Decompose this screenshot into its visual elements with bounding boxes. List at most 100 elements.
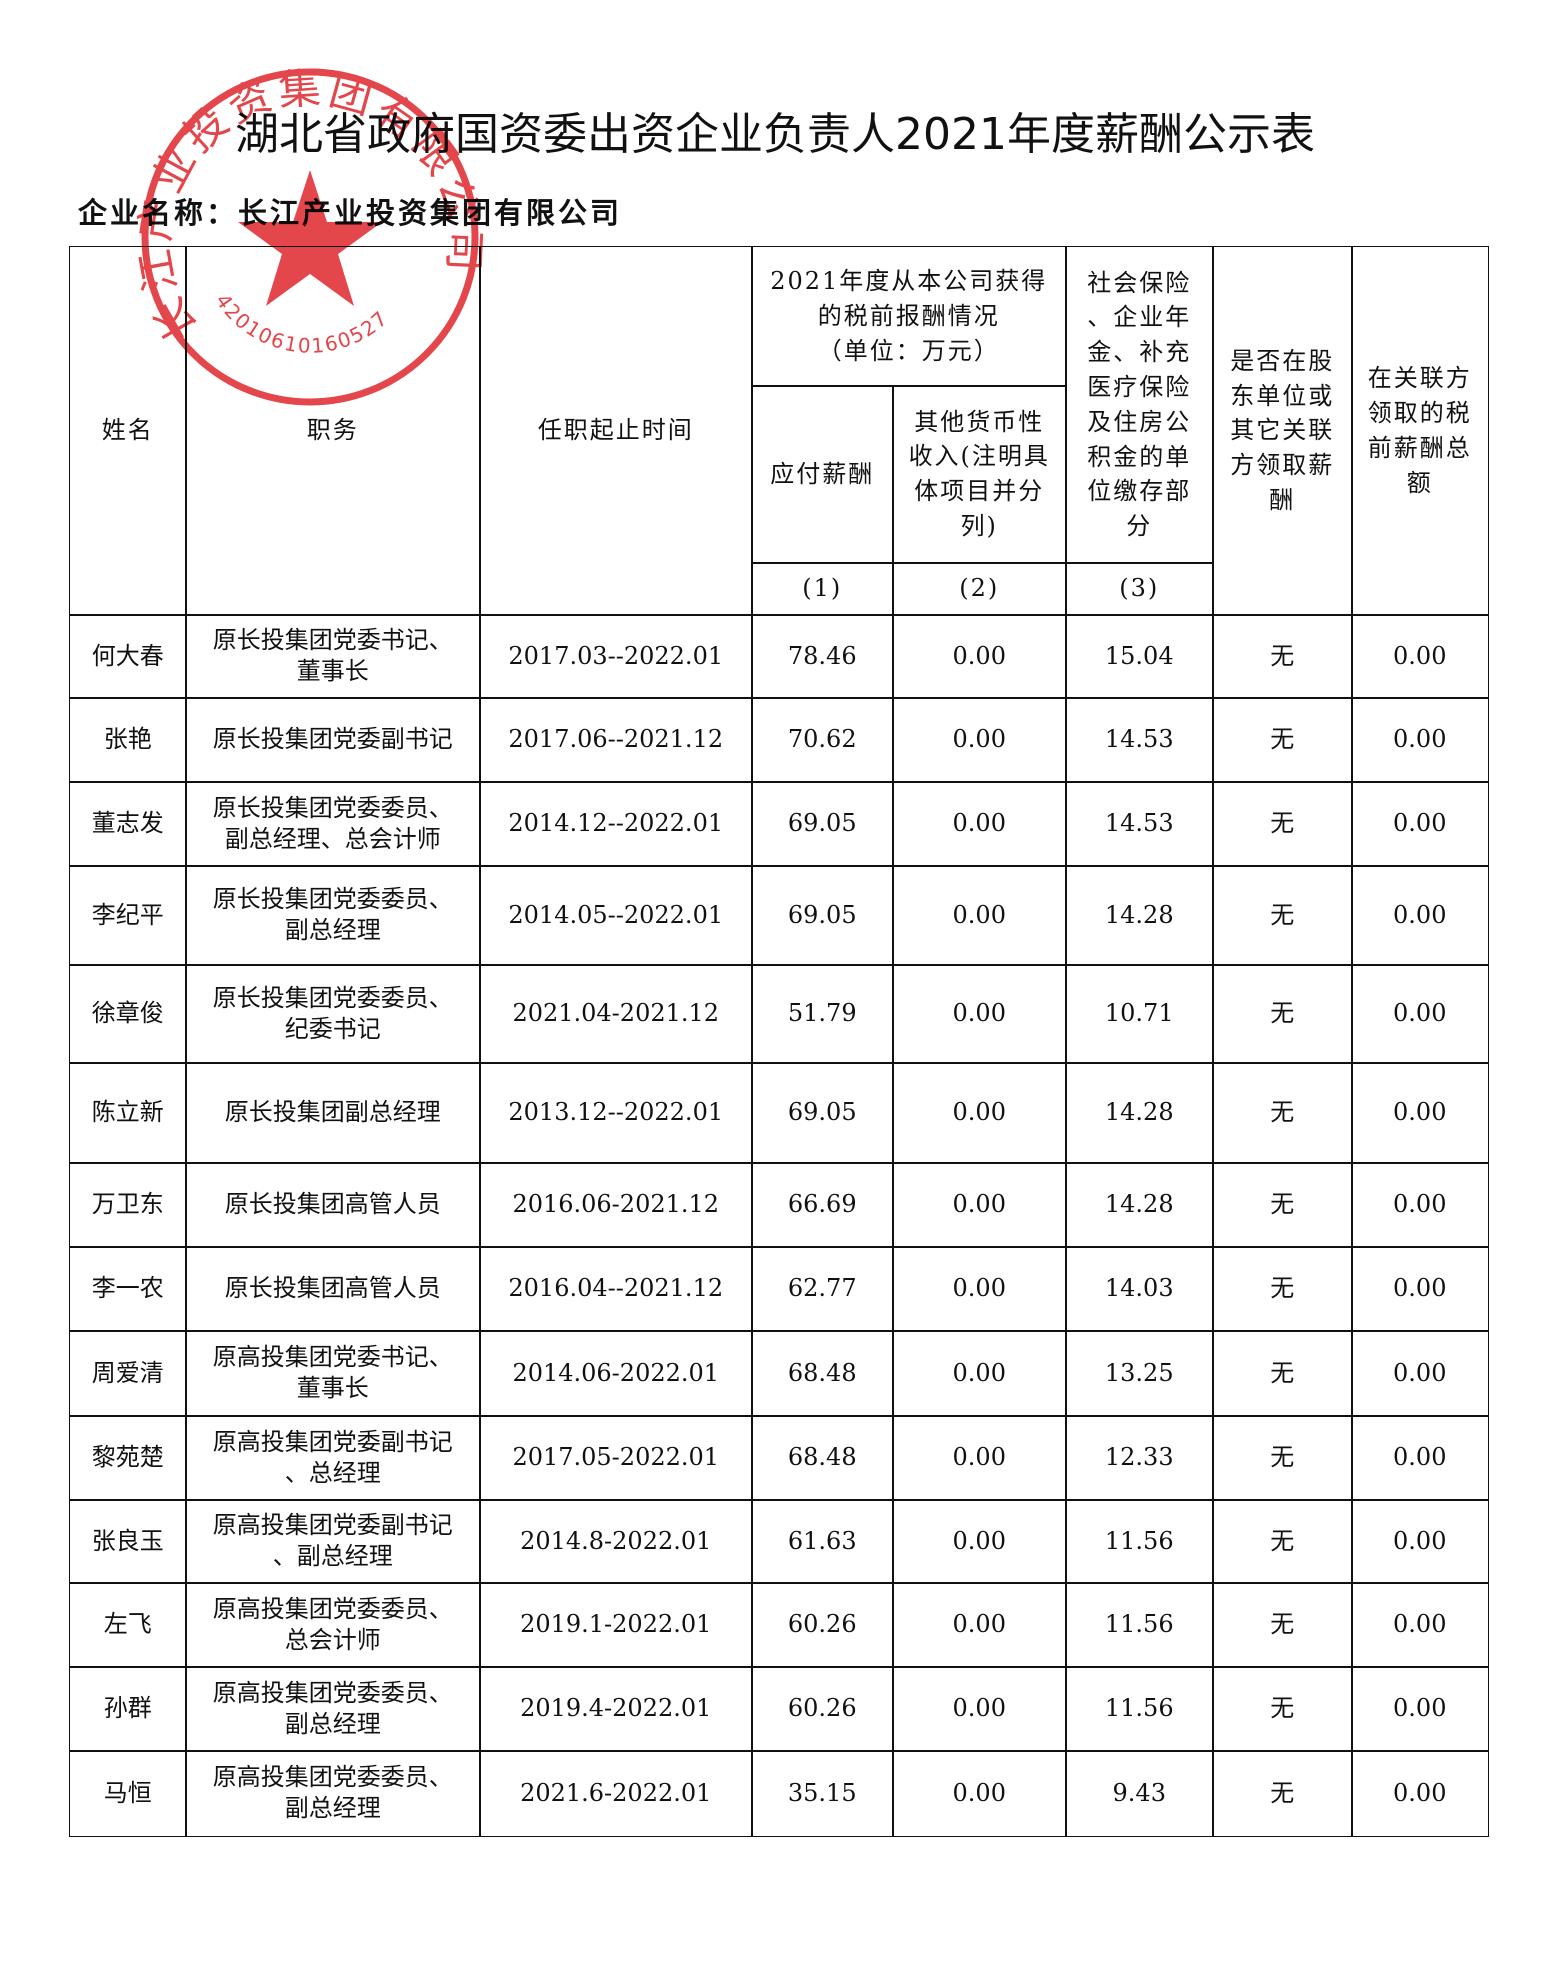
table-cell: 2021.6-2022.01 [479, 1750, 753, 1837]
table-cell: 无 [1212, 964, 1353, 1064]
table-cell: 孙群 [69, 1666, 187, 1752]
header-cell: 姓名 [69, 246, 187, 616]
stamp-code: 42010610160527 [211, 289, 392, 358]
header-cell: 2021年度从本公司获得 的税前报酬情况 （单位：万元） [751, 246, 1067, 387]
table-cell: 李一农 [69, 1246, 187, 1332]
table-cell: 2014.05--2022.01 [479, 865, 753, 966]
table-cell: 60.26 [751, 1582, 894, 1668]
table-cell: 无 [1212, 697, 1353, 783]
table-cell: 2017.05-2022.01 [479, 1415, 753, 1501]
table-cell: 0.00 [1351, 614, 1489, 699]
table-cell: 0.00 [1351, 964, 1489, 1064]
table-cell: 0.00 [1351, 1582, 1489, 1668]
table-cell: 61.63 [751, 1499, 894, 1584]
table-cell: 14.03 [1065, 1246, 1214, 1332]
table-cell: 无 [1212, 1499, 1353, 1584]
table-cell: 0.00 [892, 1330, 1067, 1417]
table-cell: 0.00 [1351, 1415, 1489, 1501]
table-cell: 无 [1212, 781, 1353, 867]
table-cell: 无 [1212, 1162, 1353, 1248]
table-cell: 0.00 [892, 1162, 1067, 1248]
table-cell: 何大春 [69, 614, 187, 699]
table-cell: 0.00 [892, 697, 1067, 783]
index-cell: (3) [1065, 562, 1214, 616]
index-cell: (1) [751, 562, 894, 616]
table-cell: 原高投集团党委委员、 副总经理 [185, 1666, 481, 1752]
table-cell: 69.05 [751, 865, 894, 966]
stamp-star [238, 170, 382, 306]
table-cell: 60.26 [751, 1666, 894, 1752]
header-cell: 应付薪酬 [751, 385, 894, 564]
table-cell: 11.56 [1065, 1666, 1214, 1752]
table-cell: 0.00 [892, 1499, 1067, 1584]
table-cell: 0.00 [892, 1062, 1067, 1164]
header-cell: 是否在股 东单位或 其它关联 方领取薪 酬 [1212, 246, 1353, 616]
table-cell: 黎苑楚 [69, 1415, 187, 1501]
table-cell: 无 [1212, 865, 1353, 966]
table-cell: 2019.1-2022.01 [479, 1582, 753, 1668]
table-cell: 0.00 [1351, 865, 1489, 966]
table-cell: 35.15 [751, 1750, 894, 1837]
table-cell: 0.00 [1351, 697, 1489, 783]
table-cell: 2019.4-2022.01 [479, 1666, 753, 1752]
table-cell: 0.00 [1351, 1499, 1489, 1584]
table-cell: 张良玉 [69, 1499, 187, 1584]
table-cell: 0.00 [1351, 1750, 1489, 1837]
table-cell: 0.00 [1351, 1666, 1489, 1752]
table-cell: 张艳 [69, 697, 187, 783]
table-cell: 0.00 [892, 1246, 1067, 1332]
table-cell: 原长投集团党委副书记 [185, 697, 481, 783]
table-cell: 李纪平 [69, 865, 187, 966]
table-cell: 无 [1212, 1330, 1353, 1417]
table-cell: 70.62 [751, 697, 894, 783]
table-cell: 无 [1212, 1246, 1353, 1332]
stamp-code-text: 42010610160527 [211, 289, 392, 358]
table-cell: 15.04 [1065, 614, 1214, 699]
stamp-ring [141, 68, 479, 406]
table-cell: 0.00 [892, 1582, 1067, 1668]
header-cell: 社会保险 、企业年 金、补充 医疗保险 及住房公 积金的单 位缴存部 分 [1065, 246, 1214, 564]
table-cell: 14.53 [1065, 697, 1214, 783]
stamp: 长江产业投资集团有限公司 42010610160527 [130, 63, 490, 406]
table-cell: 11.56 [1065, 1499, 1214, 1584]
table-cell: 徐章俊 [69, 964, 187, 1064]
table-cell: 2013.12--2022.01 [479, 1062, 753, 1164]
table-cell: 原长投集团副总经理 [185, 1062, 481, 1164]
table-cell: 周爱清 [69, 1330, 187, 1417]
table-cell: 2017.06--2021.12 [479, 697, 753, 783]
header-cell: 其他货币性 收入(注明具 体项目并分 列) [892, 385, 1067, 564]
table-cell: 0.00 [892, 1750, 1067, 1837]
table-cell: 原长投集团高管人员 [185, 1246, 481, 1332]
table-cell: 0.00 [892, 614, 1067, 699]
table-cell: 2017.03--2022.01 [479, 614, 753, 699]
index-cell: (2) [892, 562, 1067, 616]
table-cell: 51.79 [751, 964, 894, 1064]
table-cell: 66.69 [751, 1162, 894, 1248]
table-cell: 无 [1212, 1062, 1353, 1164]
table-cell: 0.00 [1351, 1062, 1489, 1164]
table-cell: 2014.12--2022.01 [479, 781, 753, 867]
table-cell: 69.05 [751, 781, 894, 867]
table-cell: 0.00 [892, 1666, 1067, 1752]
table-cell: 9.43 [1065, 1750, 1214, 1837]
table-cell: 0.00 [1351, 1162, 1489, 1248]
table-cell: 无 [1212, 614, 1353, 699]
table-cell: 14.28 [1065, 1062, 1214, 1164]
table-cell: 2014.06-2022.01 [479, 1330, 753, 1417]
table-cell: 原高投集团党委委员、 副总经理 [185, 1750, 481, 1837]
table-cell: 董志发 [69, 781, 187, 867]
table-cell: 0.00 [1351, 781, 1489, 867]
table-cell: 0.00 [892, 865, 1067, 966]
table-cell: 原长投集团党委委员、 副总经理、总会计师 [185, 781, 481, 867]
table-cell: 原高投集团党委书记、 董事长 [185, 1330, 481, 1417]
table-cell: 原高投集团党委副书记 、总经理 [185, 1415, 481, 1501]
table-cell: 2021.04-2021.12 [479, 964, 753, 1064]
table-cell: 原长投集团党委书记、 董事长 [185, 614, 481, 699]
table-cell: 2016.04--2021.12 [479, 1246, 753, 1332]
doc-title: 湖北省政府国资委出资企业负责人2021年度薪酬公示表 [235, 109, 1315, 160]
table-cell: 无 [1212, 1750, 1353, 1837]
table-cell: 68.48 [751, 1415, 894, 1501]
table-cell: 14.28 [1065, 865, 1214, 966]
table-cell: 2014.8-2022.01 [479, 1499, 753, 1584]
table-cell: 2016.06-2021.12 [479, 1162, 753, 1248]
